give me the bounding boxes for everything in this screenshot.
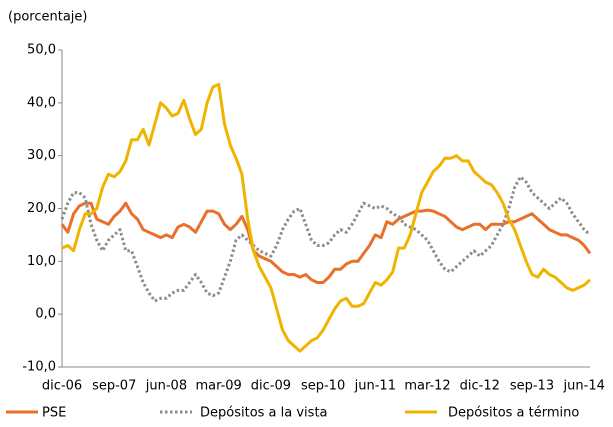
y-tick-label: 30,0 (27, 148, 56, 163)
x-tick-label: dic-09 (251, 379, 291, 394)
y-axis-label: (porcentaje) (8, 10, 87, 25)
x-tick-label: mar-12 (404, 379, 450, 394)
y-tick-label: 10,0 (27, 254, 56, 269)
x-tick-label: jun-08 (145, 379, 187, 394)
series-line (60, 201, 592, 284)
legend-label: PSE (42, 406, 66, 421)
y-tick-label: 50,0 (27, 43, 56, 58)
x-tick-label: sep-10 (301, 379, 345, 394)
x-tick-label: sep-07 (92, 379, 136, 394)
x-tick-label: dic-12 (460, 379, 500, 394)
x-tick-label: jun-11 (354, 379, 396, 394)
x-tick-label: dic-06 (42, 379, 82, 394)
legend-label: Depósitos a la vista (200, 406, 328, 421)
y-tick-label: 0,0 (35, 307, 56, 322)
series-line (61, 82, 592, 353)
legend-label: Depósitos a término (448, 406, 579, 421)
x-tick-label: mar-09 (195, 379, 241, 394)
y-tick-label: 20,0 (27, 201, 56, 216)
series-line (60, 175, 592, 303)
x-tick-label: jun-14 (563, 379, 605, 394)
y-tick-label: 40,0 (27, 95, 56, 110)
x-tick-label: sep-13 (510, 379, 554, 394)
y-tick-label: -10,0 (22, 360, 56, 375)
